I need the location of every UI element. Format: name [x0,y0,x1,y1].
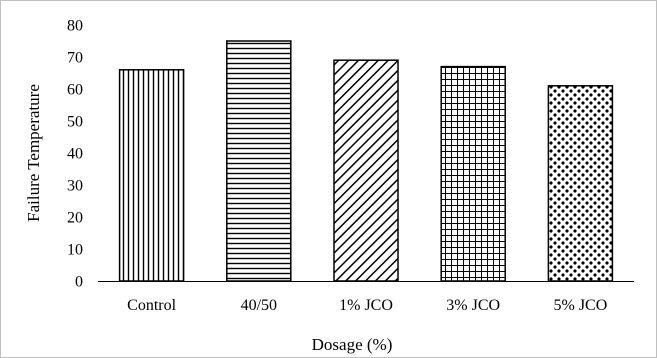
x-tick-labels: Control 40/50 1% JCO 3% JCO 5% JCO [127,297,607,314]
y-tick-label: 80 [67,18,83,35]
bars [118,40,614,282]
y-tick-label: 0 [75,274,83,291]
bar [226,40,292,282]
y-tick-label: 50 [67,114,83,131]
y-tick-label: 10 [67,242,83,259]
y-tick-label: 70 [67,50,83,67]
y-tick-label: 60 [67,82,83,99]
x-tick-label: 5% JCO [554,297,608,314]
y-tick-label: 40 [67,146,83,163]
bar [333,59,399,282]
x-tick-label: 1% JCO [339,297,393,314]
bar [547,85,614,282]
y-axis-ticks: 0 10 20 30 40 50 60 70 80 [67,18,83,291]
y-axis-title: Failure Temperature [24,84,43,222]
x-tick-label: 40/50 [241,297,277,314]
x-tick-label: Control [127,297,176,314]
y-tick-label: 20 [67,210,83,227]
bar [118,69,185,282]
y-tick-label: 30 [67,178,83,195]
bar [440,65,506,282]
x-axis-title: Dosage (%) [312,335,393,354]
x-tick-label: 3% JCO [446,297,500,314]
